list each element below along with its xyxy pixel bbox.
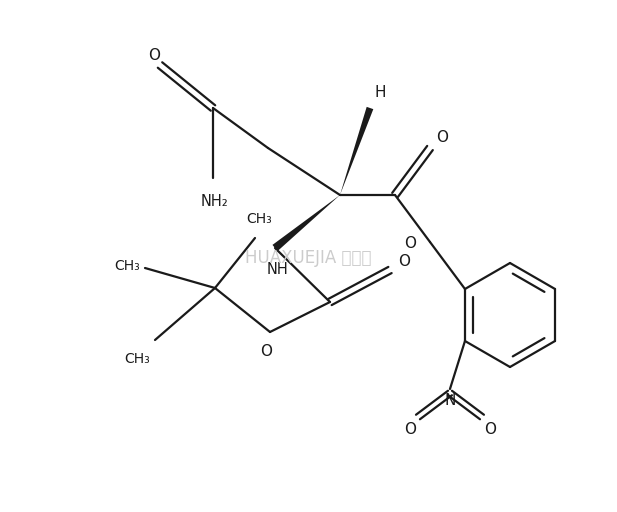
- Text: HUAXUEJIA 化学加: HUAXUEJIA 化学加: [245, 249, 371, 267]
- Text: O: O: [404, 422, 416, 437]
- Text: O: O: [398, 254, 410, 269]
- Text: CH₃: CH₃: [124, 352, 150, 366]
- Text: N: N: [444, 393, 455, 408]
- Text: NH₂: NH₂: [201, 194, 229, 209]
- Text: O: O: [404, 237, 416, 251]
- Text: O: O: [436, 131, 448, 145]
- Polygon shape: [273, 195, 340, 251]
- Text: O: O: [484, 422, 496, 437]
- Polygon shape: [340, 107, 373, 195]
- Text: NH: NH: [266, 262, 288, 277]
- Text: H: H: [375, 85, 386, 100]
- Text: O: O: [260, 344, 272, 359]
- Text: CH₃: CH₃: [246, 212, 272, 226]
- Text: O: O: [148, 48, 160, 62]
- Text: CH₃: CH₃: [114, 259, 140, 273]
